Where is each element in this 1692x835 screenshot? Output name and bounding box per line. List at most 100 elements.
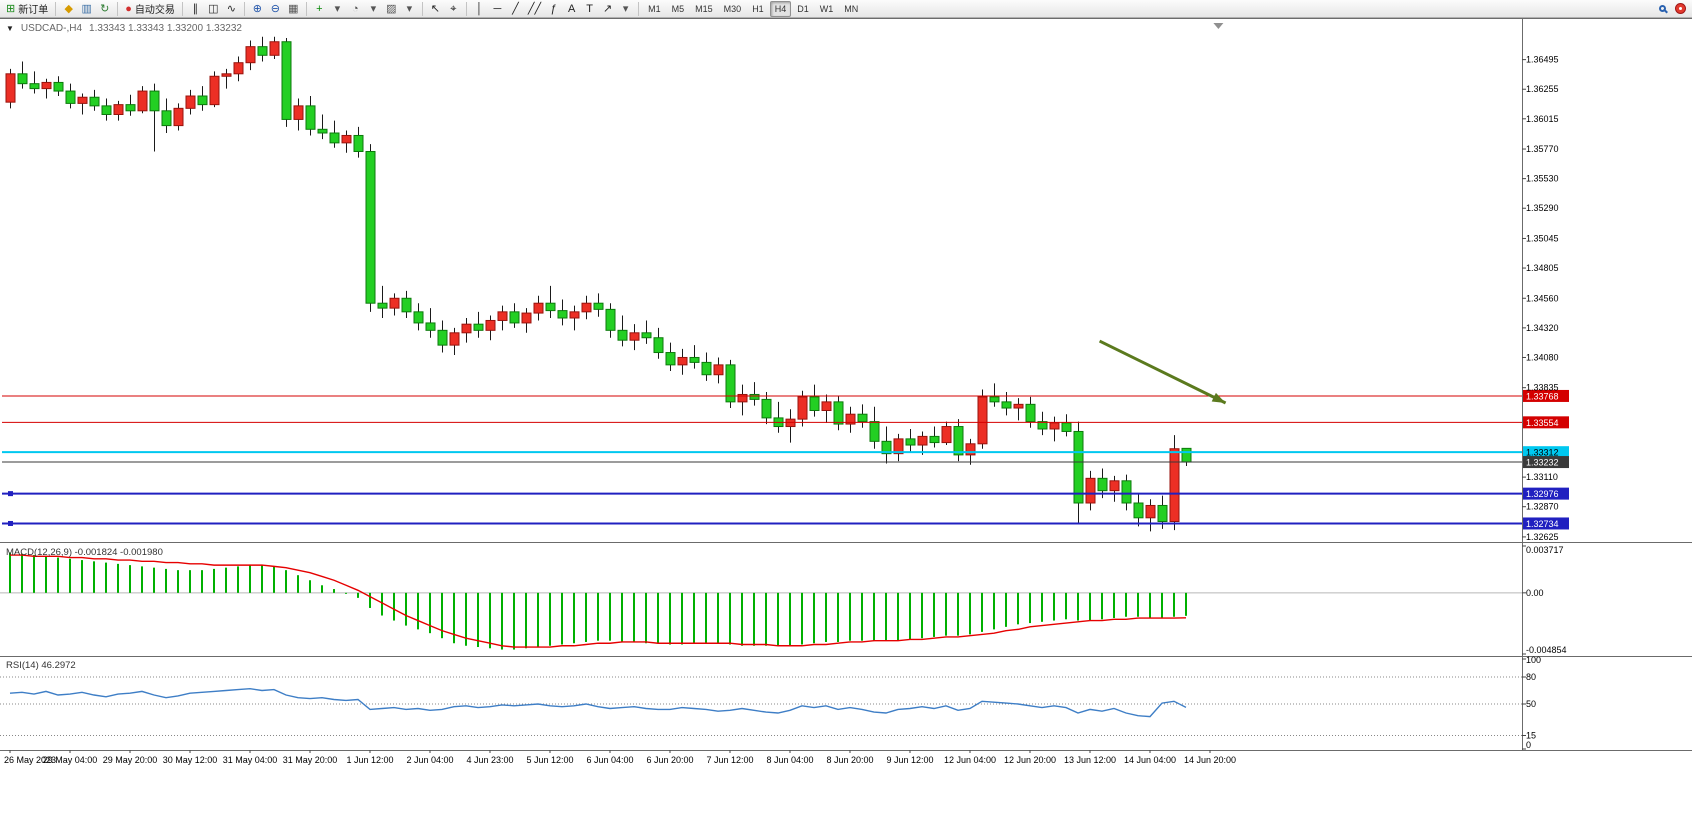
vertical-line-icon[interactable]: │ [475,2,483,15]
macd-signal-line [10,554,1187,648]
channel-icon[interactable]: ╱╱ [527,2,542,15]
search-icon[interactable] [1654,1,1671,17]
candle [509,303,520,328]
periods-icon[interactable]: ◔ [352,2,359,15]
macd-histogram-bar [957,592,959,636]
templates-dropdown-icon[interactable]: ▾ [406,2,413,15]
macd-histogram-bar [933,592,935,637]
price-axis-tick: 1.33110 [1526,472,1558,482]
candle [77,93,88,115]
macd-histogram-bar [681,592,683,645]
timeframe-h4[interactable]: H4 [769,0,792,17]
indicators-button[interactable]: + [316,2,323,15]
candlestick-chart-icon[interactable]: ◫ [208,2,219,15]
candle [1109,475,1120,502]
time-axis-label: 2 Jun 04:00 [406,755,453,765]
price-axis-tick: 1.35770 [1526,144,1559,154]
line-chart-icon[interactable]: ∿ [226,2,236,15]
time-axis-label: 7 Jun 12:00 [706,755,753,765]
candle [425,308,436,338]
candle [413,303,424,331]
cursor-icon[interactable]: ↖ [430,2,440,15]
candle [377,285,388,318]
candle [917,431,928,455]
macd-histogram-bar [225,567,227,593]
price-axis-tick: 1.34320 [1526,323,1559,333]
line-handle[interactable] [8,491,13,497]
macd-histogram-bar [1029,592,1031,624]
candle [533,295,544,321]
periods-dropdown-icon[interactable]: ▾ [370,2,377,15]
candle [365,144,376,312]
macd-histogram-bar [813,592,815,644]
timeframe-mn[interactable]: MN [844,3,859,14]
arrows-dropdown-icon[interactable]: ▾ [622,2,629,15]
candle [197,86,208,111]
timeframe-d1[interactable]: D1 [797,3,809,14]
notifications-icon[interactable] [1672,1,1689,17]
horizontal-line-icon[interactable]: ─ [493,2,502,15]
refresh-icon[interactable]: ↻ [100,2,110,15]
arrows-tool-icon[interactable]: ↗ [603,2,613,15]
svg-text:1.33768: 1.33768 [1526,391,1559,401]
macd-histogram-bar [489,592,491,649]
timeframe-m5[interactable]: M5 [671,3,685,14]
candle [137,86,148,114]
candle [857,404,868,428]
price-axis-tick: 1.34560 [1526,293,1559,303]
candle [245,40,256,71]
timeframe-h1[interactable]: H1 [752,3,764,14]
time-axis-label: 6 Jun 04:00 [586,755,633,765]
candle [545,285,556,318]
fibonacci-icon[interactable]: ƒ [550,2,557,15]
candle [689,345,700,369]
candle [749,382,760,406]
time-axis-label: 26 May 2023 [4,755,56,765]
trendline-icon[interactable]: ╱ [512,2,519,15]
oneclick-trading-icon[interactable]: ▼ [6,24,14,33]
macd-histogram-bar [69,558,71,593]
macd-histogram [9,552,1187,650]
zoom-out-button[interactable]: ⊖ [270,2,280,15]
timeframe-m1[interactable]: M1 [648,3,661,14]
chart-window[interactable]: 1.33768 1.33554 1.33312 1.33232 1.32976 1.327… [0,18,1692,835]
timeframe-m15[interactable]: M15 [695,3,713,14]
trend-arrow[interactable] [1098,339,1227,405]
svg-text:1.32734: 1.32734 [1526,519,1559,529]
tile-windows-icon[interactable]: ▦ [288,2,299,15]
charts-profile-icon[interactable]: ◆ [64,2,73,15]
autotrading-button[interactable]: ● 自动交易 [125,2,175,17]
macd-histogram-bar [1005,592,1007,627]
chart-shift-marker[interactable] [1213,23,1224,29]
macd-histogram-bar [153,567,155,593]
candle [269,36,280,59]
time-axis-label: 5 Jun 12:00 [526,755,573,765]
candle [1121,474,1132,511]
rsi-axis-tick: 80 [1526,672,1536,682]
price-axis-label: 1.32976 [1523,487,1569,500]
text-icon[interactable]: A [567,2,576,15]
bar-chart-icon[interactable]: ∥ [192,2,199,15]
timeframe-m30[interactable]: M30 [723,3,742,14]
candle [257,36,268,62]
candle [437,320,448,353]
zoom-in-button[interactable]: ⊕ [252,2,262,15]
text-label-icon[interactable]: T [586,2,593,15]
magnifier-glyph [1659,5,1666,12]
macd-histogram-bar [993,592,995,630]
toolbar-separator [305,1,307,16]
crosshair-icon[interactable]: ⌖ [450,2,457,15]
candle [737,384,748,416]
timeframe-w1[interactable]: W1 [819,3,834,14]
macd-histogram-bar [249,565,251,593]
new-order-button[interactable]: ⊞ 新订单 [6,2,49,17]
market-watch-icon[interactable]: ▥ [81,2,92,15]
time-axis-label: 13 Jun 12:00 [1064,755,1116,765]
macd-label: MACD(12,26,9) -0.001824 -0.001980 [6,547,163,558]
time-axis-label: 12 Jun 20:00 [1004,755,1056,765]
templates-icon[interactable]: ▨ [386,2,397,15]
macd-histogram-bar [273,566,275,593]
indicators-dropdown-icon[interactable]: ▾ [334,2,341,15]
line-handle[interactable] [8,520,13,526]
